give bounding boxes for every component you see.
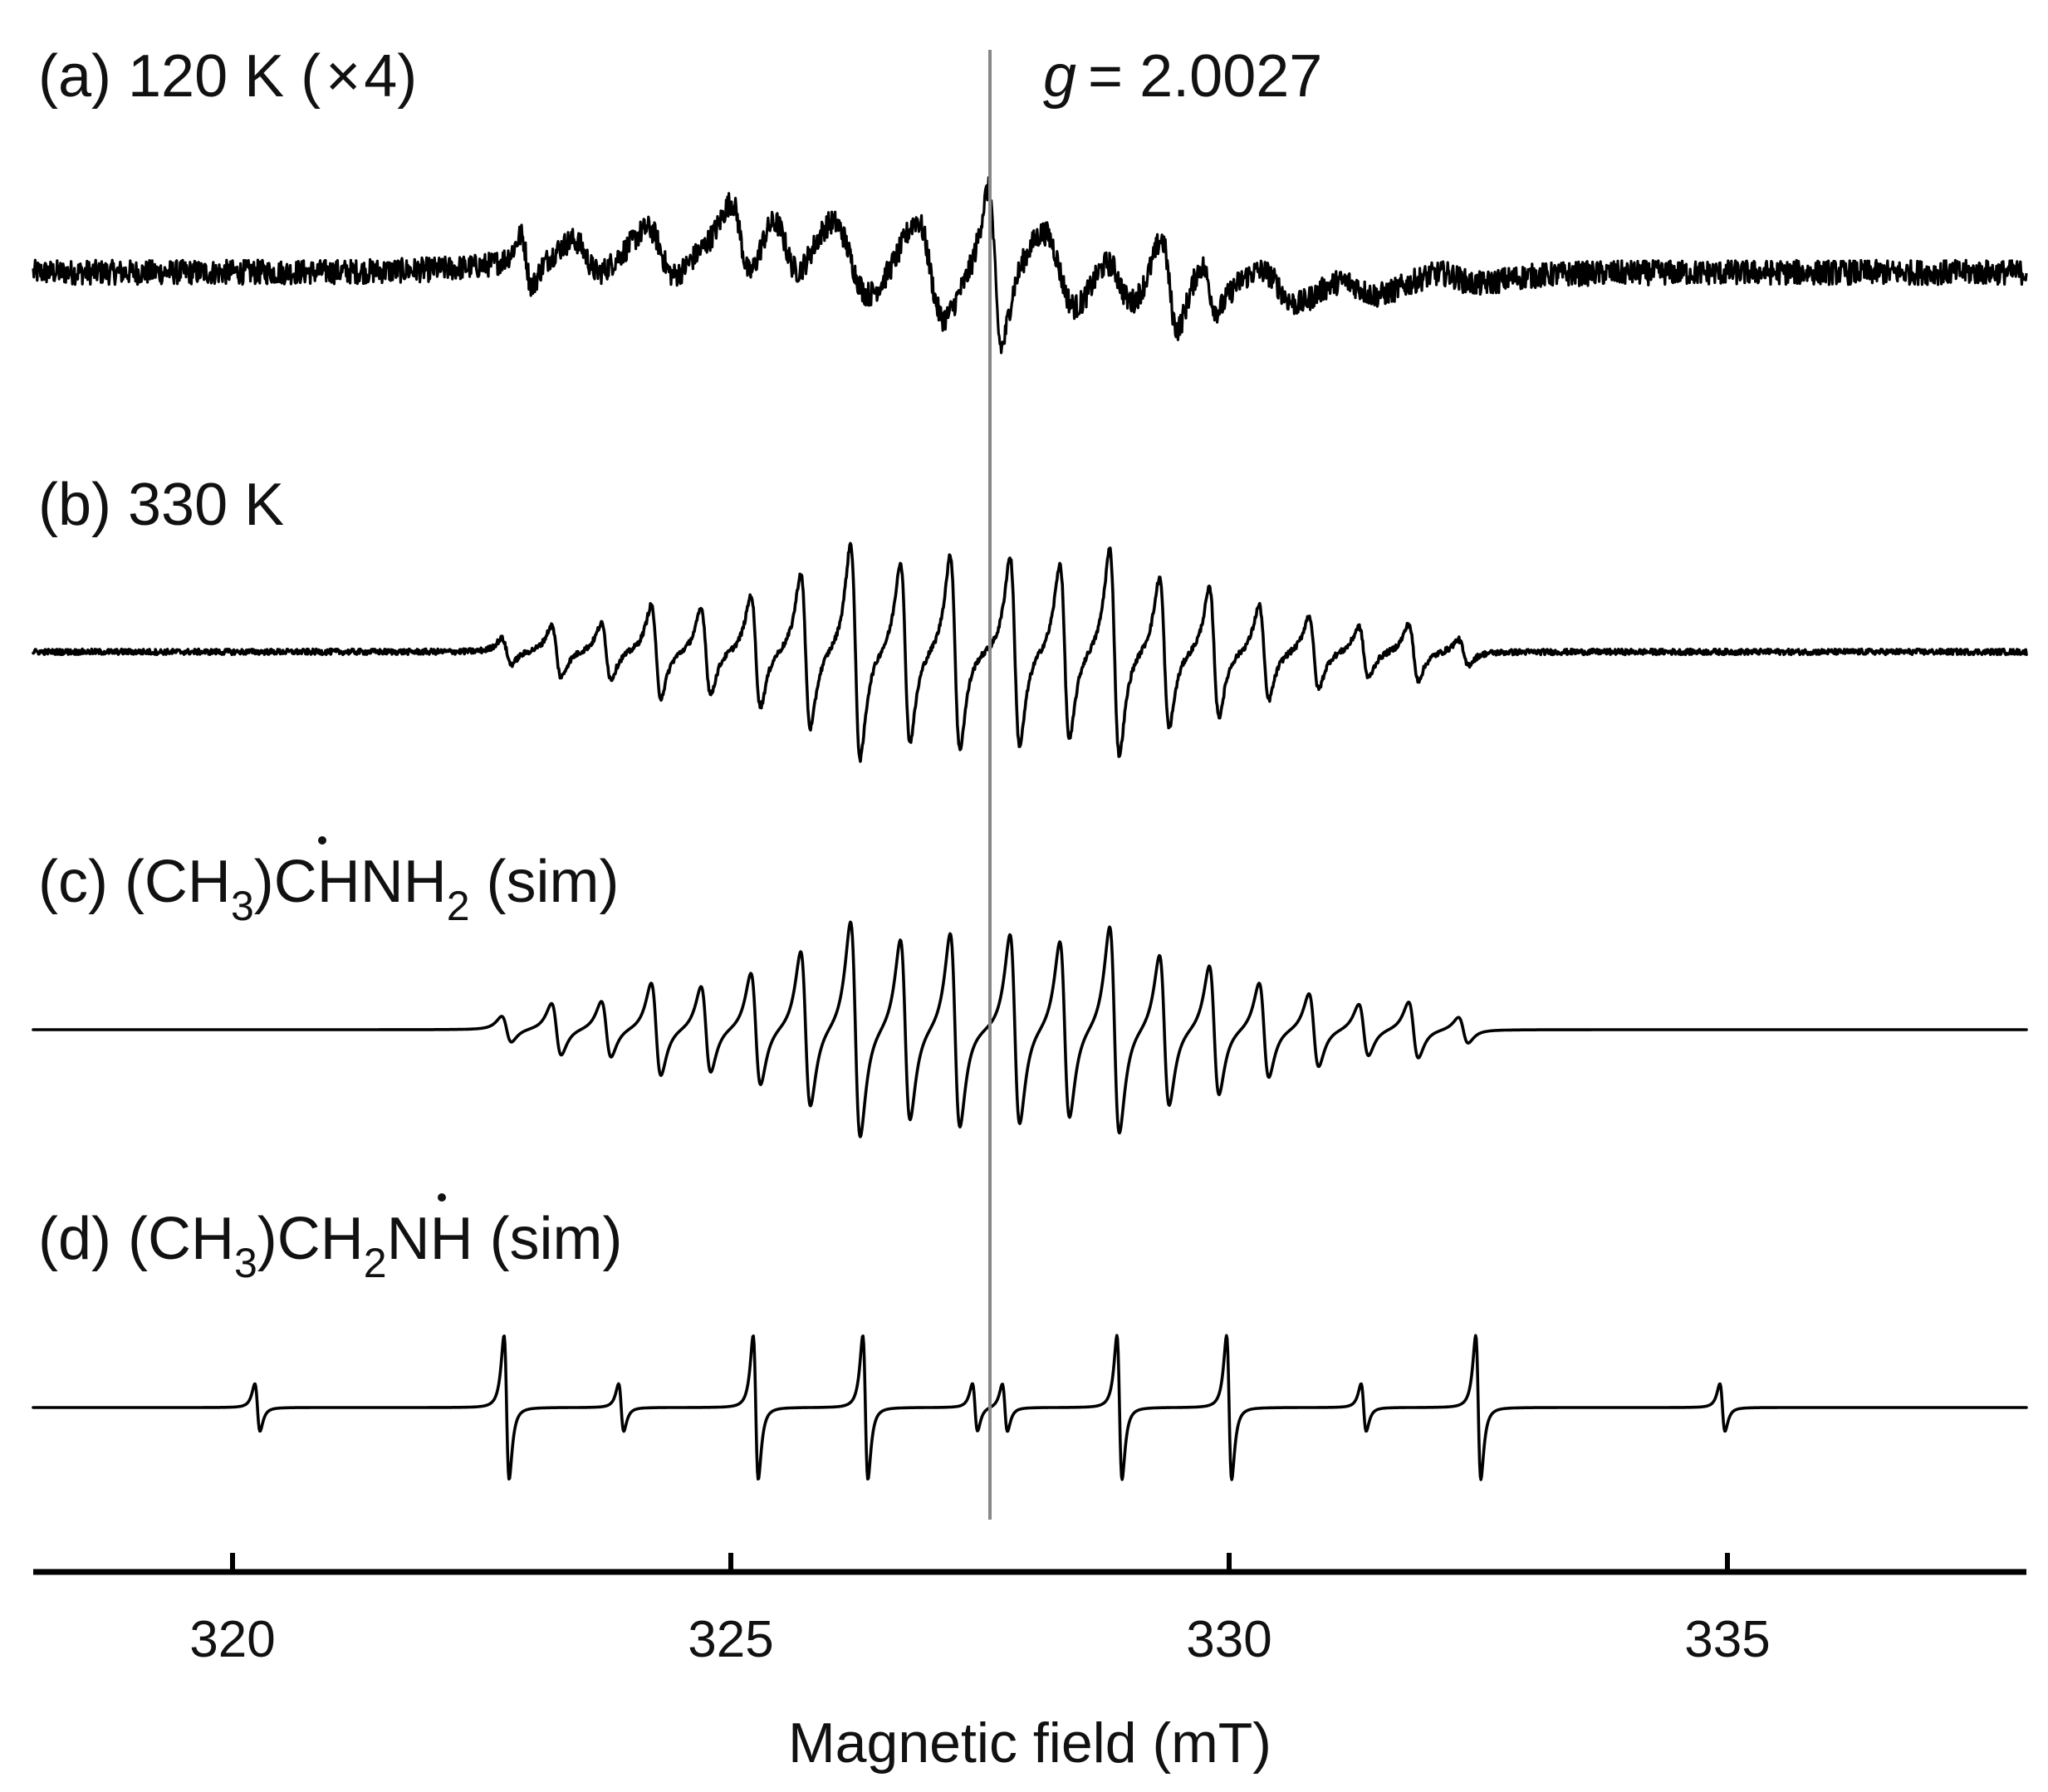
svg-text:(d) (CH3)CH2NH (sim): (d) (CH3)CH2NH (sim) [38,1206,623,1286]
panel-d-label-radical-n: N [387,1206,430,1272]
panel-c-label-radical-carbon: C [274,849,317,915]
panel-c-radical-dot [318,836,326,845]
x-axis-title: Magnetic field (mT) [788,1711,1271,1775]
g-value-label: g = 2.0027 [1043,43,1322,110]
panel-d-label-part1: (d) (CH [38,1206,234,1272]
trace-panel-d [32,1334,2028,1481]
panel-b-label: (b) 330 K [38,472,284,538]
panel-a-label-times: × [326,43,360,110]
panel-d-label: (d) (CH3)CH2NH (sim) [38,1193,623,1286]
panel-a-label-factor: 4) [364,43,417,110]
spectra-traces [32,176,2028,1481]
x-tick-label-335: 335 [1684,1611,1770,1668]
panel-d-radical-dot [438,1193,446,1202]
panel-a-label: (a) 120 K (×4) [38,43,417,110]
panel-c-label-sim: (sim) [470,849,620,915]
panel-c-label: (c) (CH3)CHNH2 (sim) [38,836,619,929]
panel-d-label-sub2: 2 [364,1240,387,1286]
trace-panel-a [32,176,2028,355]
g-symbol: g [1043,43,1076,110]
panel-c-label-sub3: 3 [231,883,254,929]
x-tick-label-330: 330 [1186,1611,1271,1668]
panel-c-label-part1: (c) (CH [38,849,231,915]
svg-text:(c) (CH3)CHNH2 (sim): (c) (CH3)CHNH2 (sim) [38,849,619,929]
x-tick-label-325: 325 [688,1611,773,1668]
trace-panel-b [32,541,2028,763]
panel-d-label-part3: H (sim) [430,1206,623,1272]
panel-a-label-text: (a) 120 K ( [38,43,321,110]
panel-b-label-text: (b) 330 K [38,472,284,538]
x-tick-label-320: 320 [189,1611,275,1668]
panel-d-label-part2: )CH [257,1206,364,1272]
panel-d-label-sub3: 3 [234,1240,257,1286]
trace-panel-c [32,920,2028,1138]
panel-c-label-paren: ) [254,849,274,915]
panel-c-label-sub2: 2 [447,883,470,929]
panel-c-label-part2: HNH [317,849,447,915]
x-axis-ticks: 320 325 330 335 [189,1553,1771,1668]
g-value: = 2.0027 [1088,43,1322,110]
